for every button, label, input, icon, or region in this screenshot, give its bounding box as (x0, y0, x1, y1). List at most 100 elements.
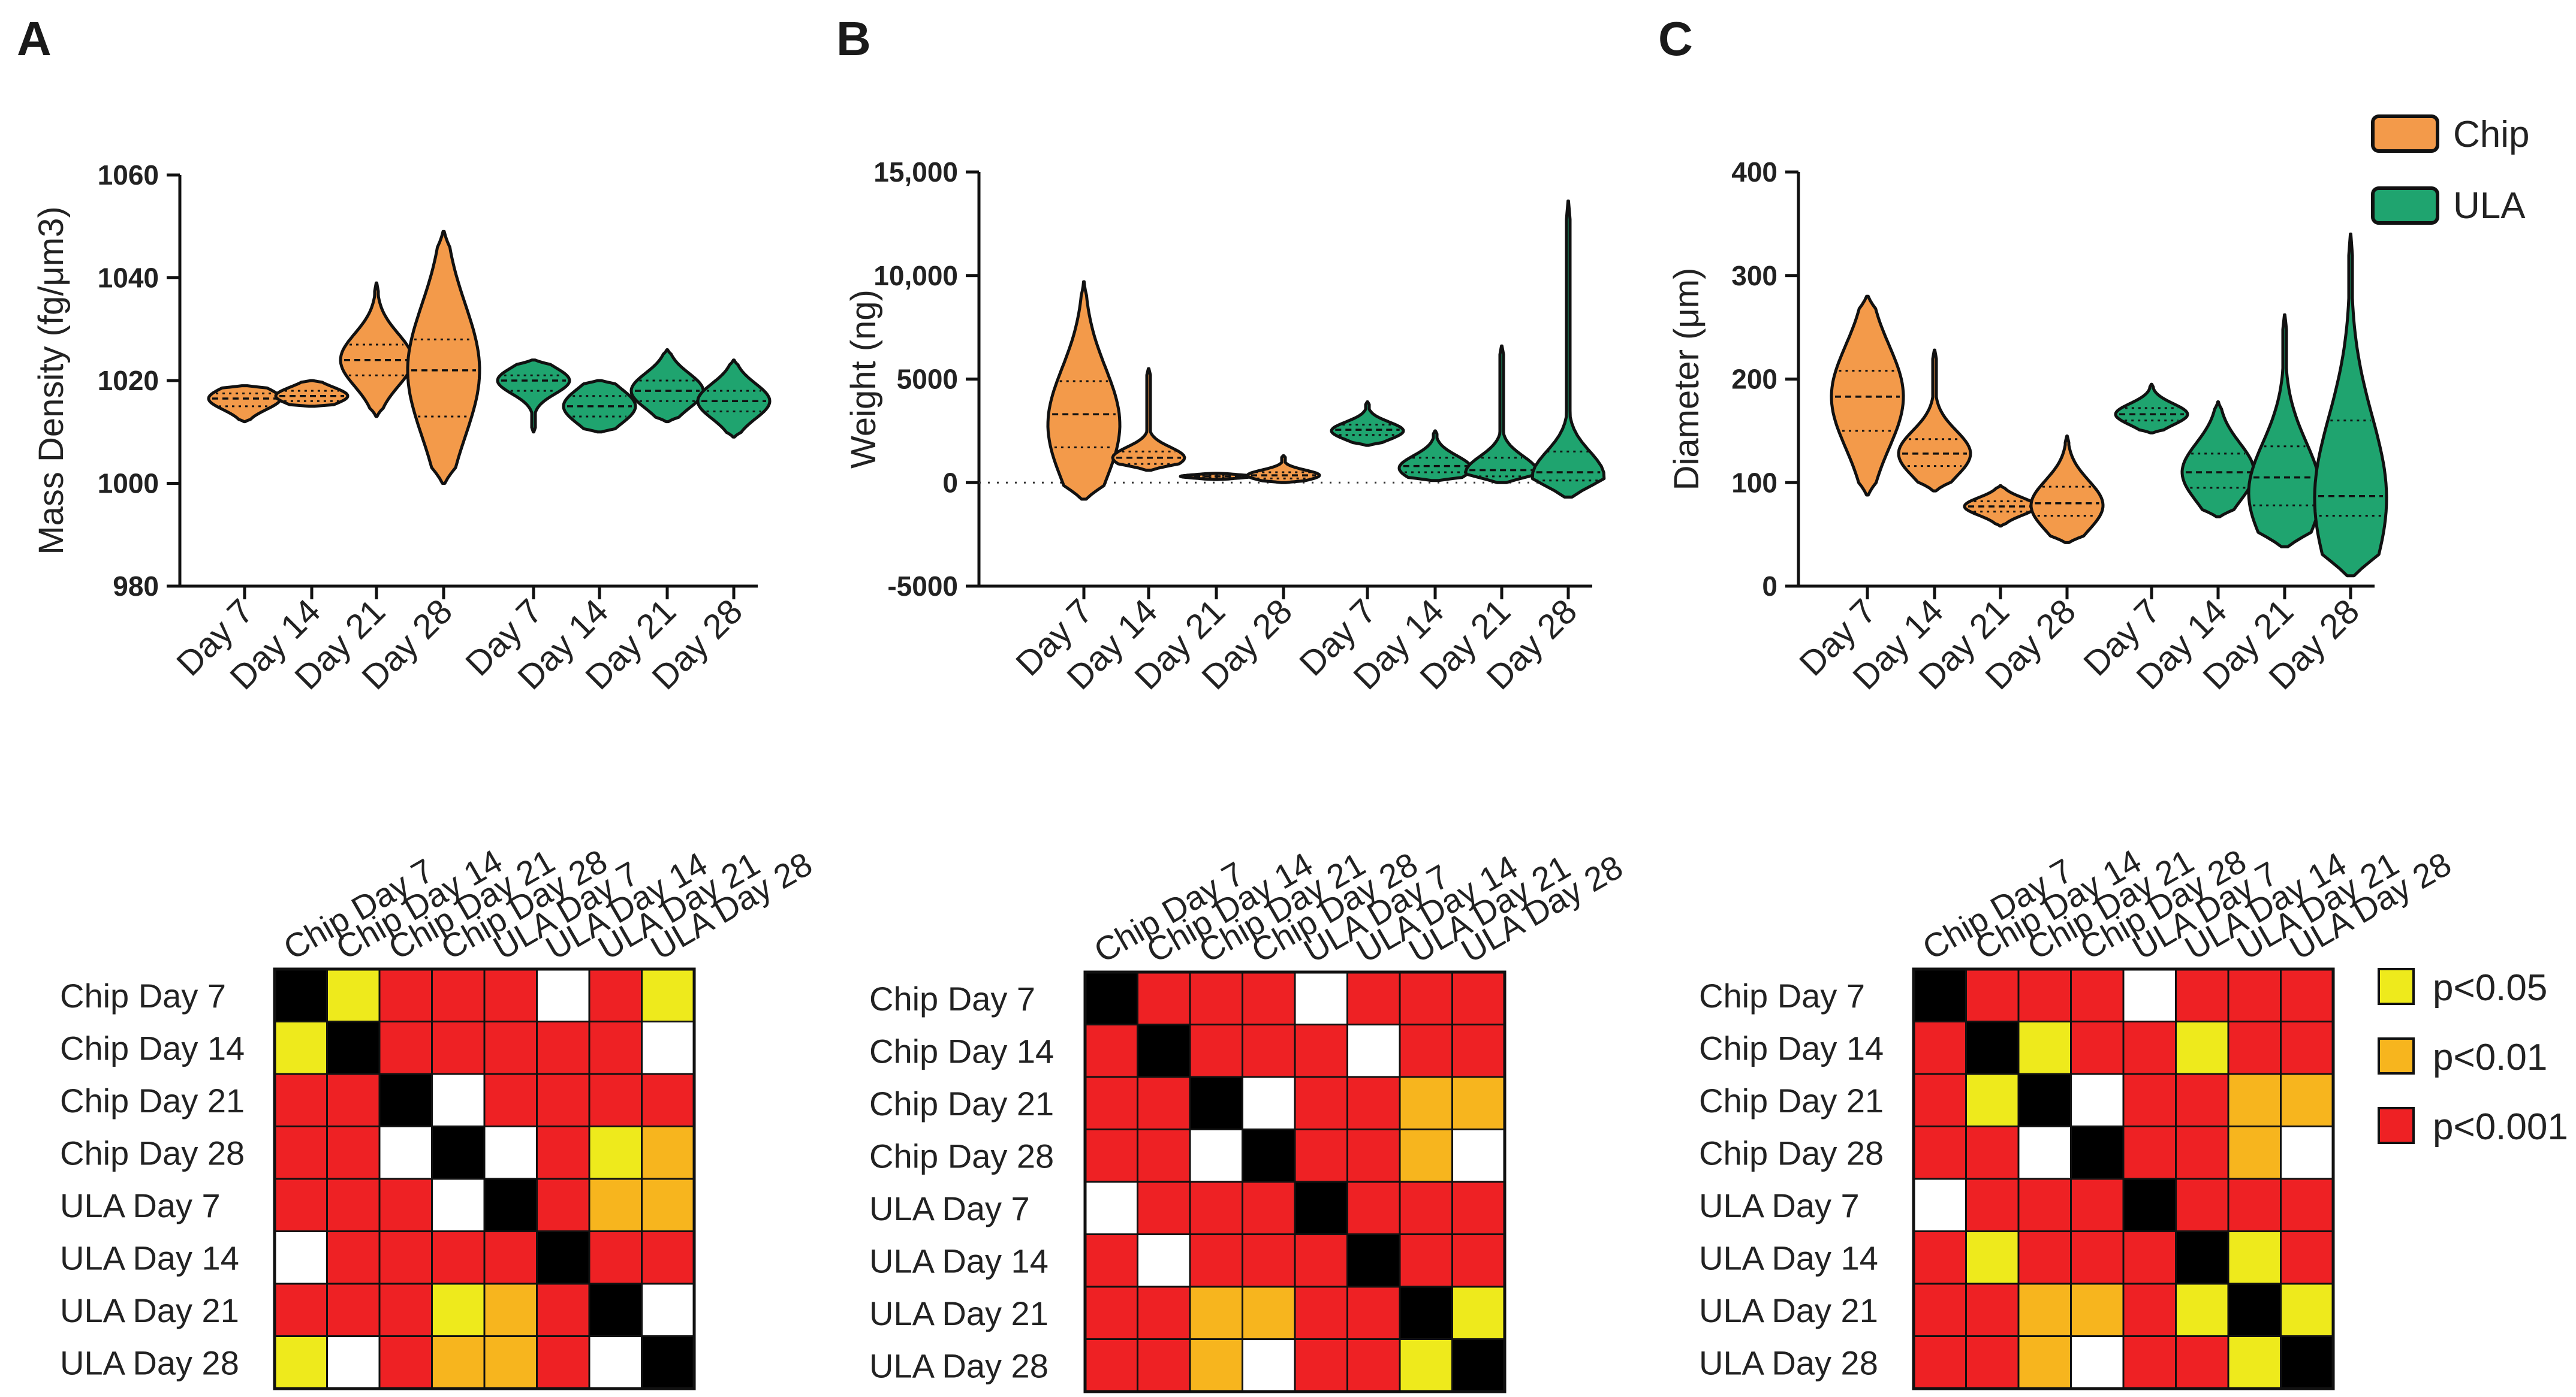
matrix-row-label: ULA Day 14 (869, 1242, 1049, 1280)
legend-swatch-chip (2371, 114, 2439, 153)
y-tick-label: 10,000 (873, 260, 958, 291)
matrix-cell (1084, 1129, 1138, 1183)
matrix-cell (1189, 1076, 1243, 1130)
matrix-cell (1346, 1233, 1401, 1288)
matrix-cell (1189, 971, 1243, 1025)
matrix-cell (2280, 968, 2334, 1022)
matrix-cell (1912, 1126, 1967, 1180)
matrix-cell (2017, 1283, 2072, 1337)
matrix-cell (1912, 1335, 1967, 1390)
matrix-cell (326, 1126, 381, 1180)
matrix-cell (483, 1230, 538, 1285)
matrix-row-label: Chip Day 14 (1699, 1029, 1884, 1067)
legend-swatch-p01 (2378, 1037, 2415, 1075)
matrix-cell (2227, 1283, 2282, 1337)
legend-label-ula: ULA (2453, 185, 2526, 227)
matrix-cell (431, 1126, 486, 1180)
matrix-cell (2070, 1021, 2125, 1075)
matrix-cell (1451, 1233, 1506, 1288)
matrix-cell (378, 1335, 433, 1390)
y-tick-label: 1060 (98, 159, 159, 191)
matrix-cell (2280, 1335, 2334, 1390)
matrix-cell (588, 968, 643, 1022)
matrix-cell (2122, 1283, 2177, 1337)
matrix-cell (2070, 1335, 2125, 1390)
matrix-cell (1294, 1233, 1348, 1288)
y-tick-label: 100 (1731, 467, 1777, 498)
violin-chip-day-7 (207, 384, 282, 424)
violin-chip-day-7 (1046, 280, 1122, 501)
matrix-cell (2122, 1073, 2177, 1127)
matrix-cell (2017, 1178, 2072, 1232)
matrix-cell (1242, 1076, 1296, 1130)
matrix-border (1083, 970, 1507, 1393)
matrix-cell (1346, 971, 1401, 1025)
matrix-cell (1084, 1076, 1138, 1130)
matrix-cell (2280, 1230, 2334, 1285)
panel-label-b: B (836, 12, 871, 65)
legend-swatch-p05 (2378, 968, 2415, 1005)
matrix-cell (536, 1283, 590, 1337)
violin-chip-day-28 (2029, 435, 2105, 544)
matrix-cell (326, 1230, 381, 1285)
matrix-cell (1189, 1338, 1243, 1393)
matrix-cell (1242, 1181, 1296, 1235)
matrix-cell (2175, 1335, 2229, 1390)
y-tick-label: 200 (1731, 364, 1777, 395)
matrix-cell (2017, 1073, 2072, 1127)
matrix-cell (1912, 1178, 1967, 1232)
matrix-cell (2280, 1178, 2334, 1232)
matrix-cell (326, 968, 381, 1022)
matrix-cell (1084, 1338, 1138, 1393)
matrix-cell (326, 1335, 381, 1390)
violin-ula-day-7 (1330, 400, 1405, 447)
matrix-row-label: Chip Day 21 (1699, 1082, 1884, 1120)
matrix-cell (2070, 1073, 2125, 1127)
matrix-cell (641, 1283, 695, 1337)
matrix-cell (1451, 1076, 1506, 1130)
matrix-cell (1137, 1076, 1191, 1130)
matrix-cell (1399, 1024, 1453, 1078)
matrix-cell (273, 1283, 328, 1337)
matrix-cell (1965, 968, 2020, 1022)
matrix-row-label: ULA Day 7 (1699, 1187, 1860, 1224)
matrix-cell (1137, 1286, 1191, 1340)
violin-ula-day-14 (2180, 400, 2256, 518)
matrix-cell (1294, 1076, 1348, 1130)
legend-label-chip: Chip (2453, 114, 2530, 155)
y-tick-label: 300 (1731, 260, 1777, 291)
matrix-cell (483, 1283, 538, 1337)
matrix-cell (2070, 968, 2125, 1022)
matrix-cell (2017, 1021, 2072, 1075)
y-tick-label: 1000 (98, 468, 159, 499)
matrix-border (1912, 967, 2335, 1390)
matrix-cell (1912, 968, 1967, 1022)
y-axis-title: Mass Density (fg/μm3) (32, 206, 71, 554)
matrix-cell (1399, 1286, 1453, 1340)
matrix-cell (2175, 1073, 2229, 1127)
matrix-cell (536, 1021, 590, 1075)
matrix-cell (431, 1021, 486, 1075)
matrix-cell (1399, 1233, 1453, 1288)
matrix-cell (1451, 1024, 1506, 1078)
matrix-row-label: ULA Day 14 (1699, 1239, 1878, 1277)
matrix-row-label: ULA Day 7 (869, 1190, 1030, 1227)
matrix-cell (641, 1335, 695, 1390)
matrix-cell (1346, 1076, 1401, 1130)
matrix-cell (431, 1283, 486, 1337)
matrix-cell (1242, 1129, 1296, 1183)
matrix-cell (1451, 1181, 1506, 1235)
matrix-row-label: ULA Day 21 (869, 1295, 1049, 1332)
matrix-cell (1965, 1283, 2020, 1337)
matrix-cell (1965, 1230, 2020, 1285)
matrix-cell (483, 1126, 538, 1180)
y-tick-label: 1040 (98, 262, 159, 294)
matrix-cell (588, 1283, 643, 1337)
matrix-cell (2175, 968, 2229, 1022)
matrix-cell (1912, 1021, 1967, 1075)
legend-label-p001: p<0.001 (2433, 1106, 2568, 1148)
matrix-row-label: ULA Day 21 (1699, 1292, 1878, 1329)
